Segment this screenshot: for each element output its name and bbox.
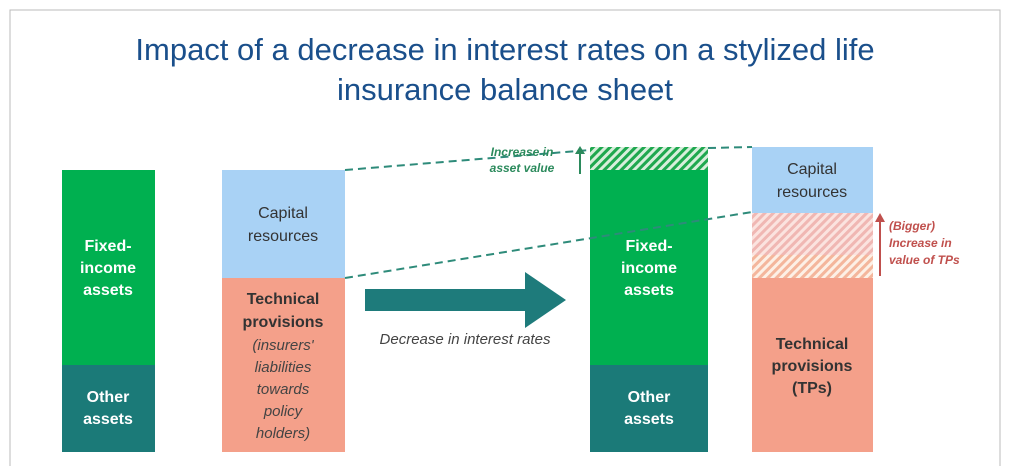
annotation: value of TPs [889,253,960,267]
up-arrow-head [575,146,585,154]
block-label: resources [777,184,847,201]
annotation: Increase in [491,145,554,159]
up-arrow-head [875,213,885,222]
block-label: Capital [258,205,308,222]
block-label: Capital [787,161,837,178]
block-label: assets [624,411,674,428]
arrow-label: Decrease in interest rates [380,331,551,348]
technical-block [752,278,873,452]
capital-block [752,147,873,213]
block-label: provisions [772,358,853,375]
capital-block [222,170,345,278]
title: Impact of a decrease in interest rates o… [135,32,874,67]
arrow [365,272,566,328]
connector [707,146,753,149]
block-label: assets [83,282,133,299]
title: insurance balance sheet [337,72,673,107]
fixed-income-block [590,170,708,365]
annotation: (Bigger) [889,219,935,233]
other-assets-block [590,365,708,452]
block-label: (TPs) [792,380,832,397]
connector [344,149,591,171]
other-assets-block [62,365,155,452]
block-label: Fixed- [625,238,672,255]
tp-increase-block [752,213,873,255]
block-label: income [80,260,136,277]
block-note: liabilities [255,359,312,376]
block-note: towards [257,381,310,398]
technical-block [222,278,345,452]
block-label: assets [624,282,674,299]
block-label: Other [87,389,130,406]
block-label: Other [628,389,671,406]
block-note: holders) [256,425,310,442]
block-note: policy [263,403,304,420]
block-label: Technical [247,291,320,308]
block-label: provisions [243,314,324,331]
block-label: assets [83,411,133,428]
annotation: asset value [490,161,555,175]
tp-increase-block [752,255,873,278]
frame [9,9,1001,466]
block-label: Fixed- [84,238,131,255]
block-note: (insurers' [252,337,314,354]
block-label: income [621,260,677,277]
block-label: resources [248,228,318,245]
block-label: Technical [776,336,849,353]
asset-increase-block [590,147,708,170]
annotation: Increase in [889,236,952,250]
connector [344,211,753,279]
fixed-income-block [62,170,155,365]
